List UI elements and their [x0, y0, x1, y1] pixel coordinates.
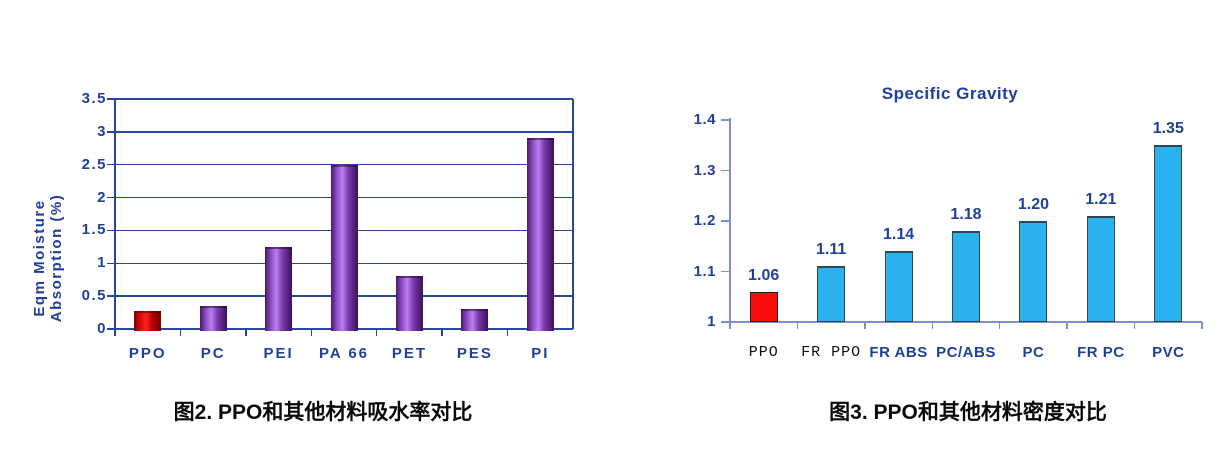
y-axis-line: [114, 99, 116, 336]
y-axis-title: Eqm Moisture Absorption (%): [31, 158, 67, 358]
bar-PES: [461, 309, 489, 331]
y-tick-mark: [107, 295, 115, 297]
bar-PC/ABS: [952, 231, 980, 322]
y-tick-label: 1.5: [81, 221, 107, 239]
x-tick-mark: [1201, 322, 1203, 329]
bar-FR PPO: [817, 266, 846, 322]
x-tick-mark: [796, 322, 799, 329]
gridline: [115, 98, 573, 100]
x-category-label: PI: [531, 345, 550, 362]
x-category-label: PC: [1022, 344, 1045, 361]
y-tick-mark: [107, 229, 115, 232]
y-tick-mark: [721, 220, 730, 222]
x-category-label: PES: [456, 345, 493, 362]
x-tick-mark: [179, 329, 182, 336]
chart-title: Specific Gravity: [881, 84, 1019, 103]
x-category-label: FR ABS: [869, 344, 928, 361]
x-category-label: FR PC: [1077, 344, 1125, 361]
y-axis-line: [729, 118, 731, 322]
bar-value-label: 1.35: [1152, 120, 1184, 138]
y-tick-mark: [107, 262, 115, 265]
bar-PEI: [265, 246, 293, 331]
bar-FR PC: [1086, 215, 1115, 322]
y-tick-label: 1: [97, 254, 107, 272]
y-tick-mark: [107, 196, 115, 199]
y-axis-title-line1: Eqm Moisture: [31, 199, 48, 317]
x-axis-line: [730, 321, 1202, 323]
x-tick-mark: [729, 322, 731, 329]
figure3-caption: 图3. PPO和其他材料密度对比: [829, 401, 1107, 424]
x-tick-mark: [506, 329, 509, 336]
y-tick-label: 3: [97, 122, 107, 140]
y-tick-mark: [721, 270, 730, 273]
x-category-label: PPO: [748, 344, 779, 361]
bar-PPO: [134, 311, 162, 331]
x-category-label: PC/ABS: [936, 344, 996, 361]
bar-PA 66: [330, 164, 358, 331]
y-tick-label: 3.5: [81, 90, 107, 107]
gridline: [115, 131, 573, 133]
x-category-label: PC: [200, 345, 226, 362]
x-tick-mark: [1133, 322, 1136, 329]
bar-PI: [526, 138, 554, 331]
y-tick-label: 1.3: [693, 161, 716, 179]
x-tick-mark: [375, 329, 378, 336]
y-tick-mark: [721, 169, 730, 172]
bar-FR ABS: [884, 251, 913, 322]
x-category-label: FR PPO: [801, 344, 862, 361]
bar-PET: [395, 276, 423, 331]
y-tick-mark: [107, 328, 115, 330]
bar-value-label: 1.11: [816, 241, 847, 259]
plot-right-border: [572, 99, 574, 329]
x-category-label: PVC: [1152, 344, 1185, 361]
bar-value-label: 1.20: [1017, 196, 1049, 213]
y-tick-label: 0: [97, 320, 107, 337]
bar-value-label: 1.06: [748, 266, 780, 284]
x-category-label: PPO: [128, 345, 167, 362]
y-tick-mark: [107, 98, 115, 100]
bar-PPO: [749, 291, 778, 322]
y-tick-label: 0.5: [81, 287, 107, 305]
x-tick-mark: [1066, 322, 1068, 329]
y-tick-label: 1: [707, 313, 716, 330]
x-tick-mark: [998, 322, 1001, 329]
bar-PC: [1019, 221, 1048, 322]
x-category-label: PA 66: [318, 345, 370, 362]
x-tick-mark: [441, 329, 443, 336]
x-category-label: PEI: [263, 345, 294, 362]
x-category-label: PET: [391, 345, 428, 362]
x-tick-mark: [931, 322, 934, 329]
y-tick-mark: [107, 163, 115, 166]
y-tick-mark: [721, 321, 730, 323]
x-tick-mark: [310, 329, 313, 336]
bar-value-label: 1.18: [950, 206, 982, 224]
bar-PVC: [1154, 145, 1183, 322]
y-tick-mark: [721, 119, 730, 121]
bar-PC: [199, 306, 227, 331]
y-tick-label: 2: [97, 188, 107, 206]
x-tick-mark: [245, 329, 247, 336]
y-tick-mark: [107, 131, 115, 133]
bar-value-label: 1.21: [1085, 190, 1117, 208]
bar-value-label: 1.14: [882, 226, 915, 244]
y-tick-label: 1.1: [693, 262, 716, 280]
y-tick-label: 2.5: [81, 155, 107, 173]
y-tick-label: 1.2: [693, 212, 716, 229]
x-tick-mark: [864, 322, 866, 329]
y-tick-label: 1.4: [693, 111, 716, 128]
figure2-caption: 图2. PPO和其他材料吸水率对比: [173, 401, 473, 424]
